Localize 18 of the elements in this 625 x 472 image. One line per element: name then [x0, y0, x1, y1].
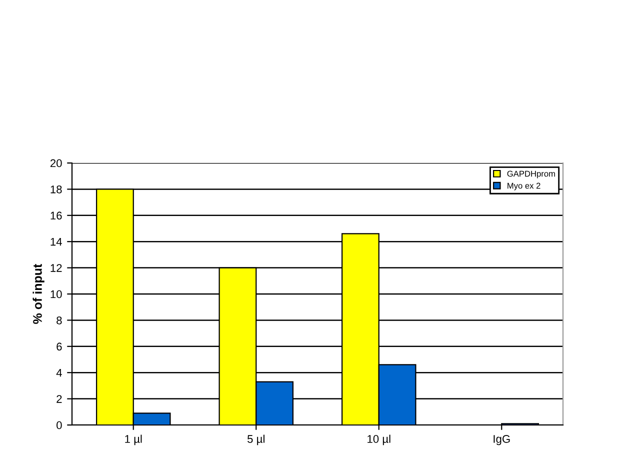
y-axis-title: % of input [32, 264, 44, 324]
y-tick-label: 2 [56, 395, 62, 403]
y-tick-label: 20 [50, 159, 62, 168]
y-tick-label: 18 [50, 185, 62, 194]
x-tick-label: 5 µl [248, 434, 264, 446]
y-tick-label: 10 [50, 290, 62, 298]
legend-label: Myo ex 2 [508, 182, 540, 190]
x-tick-label: 1 µl [125, 434, 142, 446]
y-tick-label: 6 [56, 342, 62, 351]
x-tick-label: 10 µl [368, 434, 390, 446]
y-tick-label: 12 [50, 264, 62, 272]
y-tick-label: 0 [56, 421, 62, 430]
y-tick-label: 4 [56, 368, 62, 377]
y-tick-label: 14 [50, 238, 62, 246]
legend-label: GAPDHprom [507, 170, 555, 178]
y-tick-label: 8 [56, 316, 62, 324]
x-tick-label: IgG [494, 435, 510, 446]
y-tick-label: 16 [50, 212, 62, 220]
